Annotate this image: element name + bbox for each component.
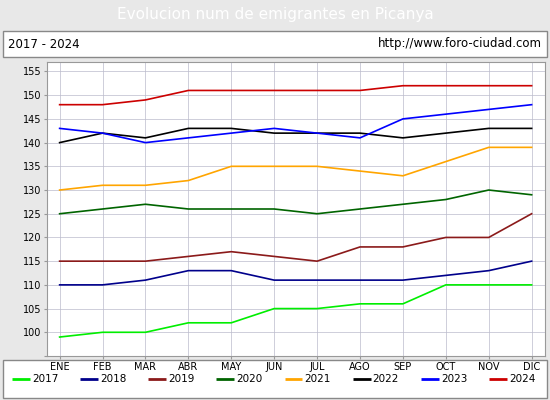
Text: 2019: 2019 — [168, 374, 195, 384]
Text: 2017 - 2024: 2017 - 2024 — [8, 38, 80, 50]
Text: 2024: 2024 — [509, 374, 535, 384]
Text: http://www.foro-ciudad.com: http://www.foro-ciudad.com — [378, 38, 542, 50]
FancyBboxPatch shape — [3, 360, 547, 398]
Text: 2020: 2020 — [236, 374, 263, 384]
Text: 2023: 2023 — [441, 374, 467, 384]
Text: 2017: 2017 — [32, 374, 59, 384]
Text: 2022: 2022 — [373, 374, 399, 384]
FancyBboxPatch shape — [3, 31, 547, 57]
Text: 2021: 2021 — [305, 374, 331, 384]
Text: 2018: 2018 — [101, 374, 127, 384]
Text: Evolucion num de emigrantes en Picanya: Evolucion num de emigrantes en Picanya — [117, 8, 433, 22]
